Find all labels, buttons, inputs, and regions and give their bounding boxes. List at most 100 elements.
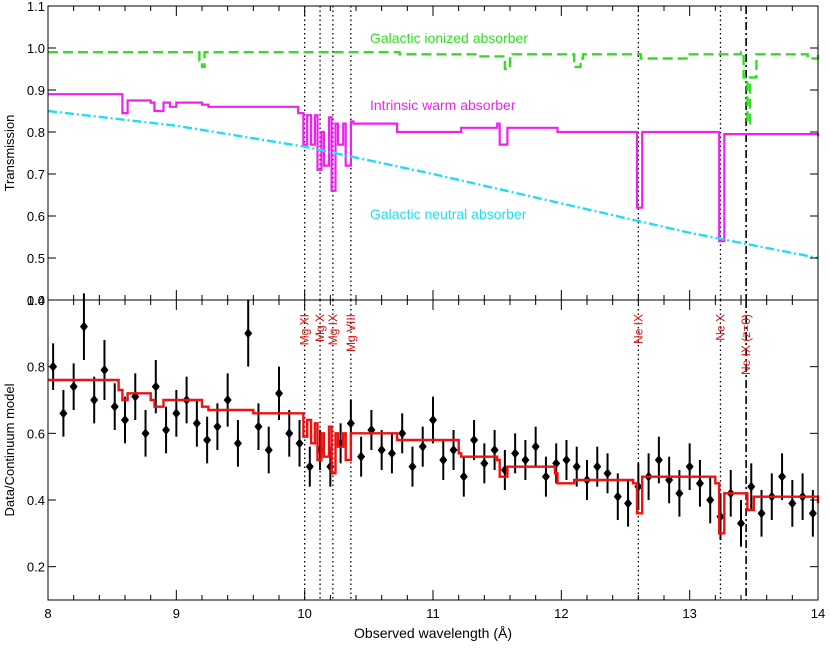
bottom-plot-area: Mg XI Mg XMg IX Mg VIII Ne IX Ne X Ne IX (z=0… bbox=[27, 293, 825, 621]
data-point bbox=[346, 418, 355, 429]
line-id-label-ne-ix: Ne IX bbox=[631, 314, 645, 344]
data-point bbox=[757, 508, 766, 519]
data-point bbox=[69, 381, 78, 392]
data-point bbox=[808, 508, 817, 519]
data-point bbox=[357, 451, 366, 462]
data-point bbox=[151, 381, 160, 392]
top-ytick-label: 1.1 bbox=[27, 0, 45, 14]
top-plot-area: 0.4 0.5 0.6 0.7 0.8 0.9 1.0 1.1 bbox=[27, 0, 820, 308]
data-point bbox=[285, 428, 294, 439]
data-points bbox=[49, 293, 817, 547]
bottom-ytick-label: 0.4 bbox=[27, 493, 45, 508]
data-point bbox=[295, 438, 304, 449]
data-point bbox=[624, 498, 633, 509]
data-point bbox=[685, 461, 694, 472]
data-point bbox=[233, 438, 242, 449]
top-ytick-label: 1.0 bbox=[27, 41, 45, 56]
bottom-ylabel: Data/Continuum model bbox=[2, 383, 17, 516]
data-point bbox=[203, 435, 212, 445]
data-point bbox=[100, 365, 109, 375]
data-point bbox=[141, 428, 150, 439]
bottom-xtick-label: 11 bbox=[426, 606, 440, 621]
line-id-label-mg-x: Mg X bbox=[313, 314, 327, 342]
data-point bbox=[706, 495, 715, 505]
data-point bbox=[654, 455, 663, 465]
data-point bbox=[264, 445, 273, 455]
data-point bbox=[418, 441, 427, 452]
data-point bbox=[788, 498, 797, 509]
series-intrinsic-warm-absorber bbox=[48, 93, 820, 243]
data-point bbox=[192, 418, 201, 429]
data-point bbox=[305, 461, 314, 472]
data-point bbox=[490, 445, 499, 455]
line-id-label-mg-viii: Mg VIII bbox=[344, 314, 358, 352]
bottom-panel: Mg XI Mg XMg IX Mg VIII Ne IX Ne X Ne IX (z=0… bbox=[2, 293, 825, 641]
label-galactic-neutral-absorber: Galactic neutral absorber bbox=[370, 206, 527, 222]
data-point bbox=[275, 388, 283, 399]
data-point bbox=[408, 461, 417, 472]
bottom-xtick-label: 12 bbox=[554, 606, 568, 621]
top-ylabel: Transmission bbox=[2, 115, 17, 192]
line-id-label-ne-x: Ne X bbox=[713, 314, 727, 341]
data-point bbox=[110, 401, 119, 412]
data-point bbox=[244, 328, 253, 339]
data-point bbox=[778, 471, 787, 482]
top-ytick-label: 0.8 bbox=[27, 125, 45, 140]
data-point bbox=[470, 435, 479, 445]
line-id-label-mg-xi: Mg XI bbox=[298, 314, 312, 345]
line-id-label-ne-ix-z-0: Ne IX (z=0) bbox=[739, 314, 753, 375]
data-point bbox=[439, 455, 448, 465]
top-panel: 0.4 0.5 0.6 0.7 0.8 0.9 1.0 1.1 Transmission Ga… bbox=[2, 0, 820, 308]
top-ytick-label: 0.4 bbox=[27, 293, 45, 308]
top-ytick-label: 0.7 bbox=[27, 167, 45, 182]
data-point bbox=[377, 445, 386, 455]
bottom-xtick-label: 10 bbox=[297, 606, 311, 621]
data-point bbox=[90, 395, 99, 405]
data-point bbox=[531, 441, 540, 452]
data-point bbox=[459, 471, 468, 482]
data-point bbox=[480, 458, 489, 469]
bottom-ytick-label: 0.6 bbox=[27, 426, 45, 441]
data-point bbox=[747, 481, 756, 492]
data-point bbox=[593, 461, 602, 472]
label-intrinsic-warm-absorber: Intrinsic warm absorber bbox=[370, 97, 516, 113]
data-point bbox=[223, 395, 232, 405]
data-point bbox=[562, 455, 571, 465]
data-point bbox=[213, 421, 222, 432]
data-point bbox=[398, 428, 407, 439]
data-point bbox=[387, 448, 396, 459]
top-ytick-label: 0.6 bbox=[27, 209, 45, 224]
data-point bbox=[603, 468, 612, 479]
data-point bbox=[511, 448, 520, 459]
data-point bbox=[429, 415, 437, 425]
bottom-panel-frame bbox=[47, 299, 819, 601]
bottom-xtick-label: 9 bbox=[173, 606, 180, 621]
data-point bbox=[449, 445, 458, 455]
series-galactic-neutral-absorber bbox=[47, 109, 819, 260]
bottom-ytick-label: 0.8 bbox=[27, 360, 45, 375]
data-point bbox=[59, 408, 68, 419]
data-point bbox=[541, 471, 550, 482]
data-point bbox=[521, 455, 530, 465]
label-galactic-ionized-absorber: Galactic ionized absorber bbox=[370, 30, 528, 46]
line-id-label-mg-ix: Mg IX bbox=[326, 314, 340, 345]
data-point bbox=[254, 421, 263, 432]
bottom-xtick-label: 13 bbox=[682, 606, 696, 621]
top-ytick-label: 0.9 bbox=[27, 83, 45, 98]
data-point bbox=[737, 518, 745, 529]
data-point bbox=[572, 461, 581, 472]
data-point bbox=[79, 321, 88, 332]
bottom-ytick-label: 0.2 bbox=[27, 560, 45, 575]
data-point bbox=[675, 488, 684, 499]
data-point bbox=[695, 478, 704, 489]
data-point bbox=[613, 491, 622, 502]
data-point bbox=[172, 408, 181, 419]
series-galactic-ionized-absorber bbox=[48, 51, 820, 125]
bottom-xtick-label: 14 bbox=[811, 606, 825, 621]
top-panel-frame bbox=[47, 5, 819, 301]
bottom-ytick-label: 1.0 bbox=[27, 293, 45, 308]
series-model bbox=[48, 378, 820, 535]
data-point bbox=[162, 425, 171, 435]
data-point bbox=[121, 415, 129, 425]
